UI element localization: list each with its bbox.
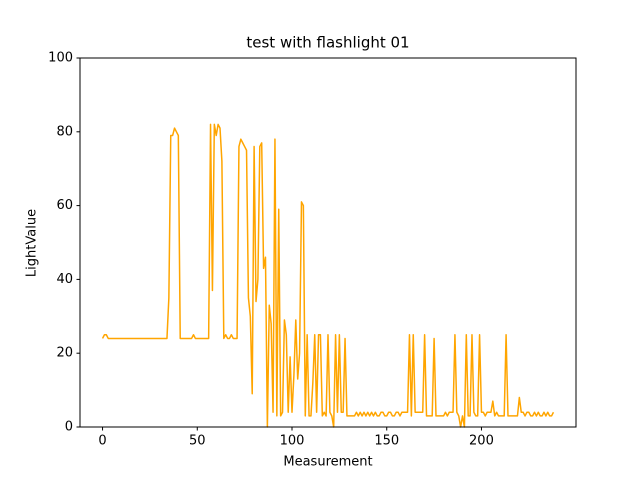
plot-frame: [79, 57, 577, 428]
chart-title: test with flashlight 01: [246, 34, 409, 52]
y-tick-label: 60: [56, 198, 73, 213]
y-tick-label: 0: [65, 420, 73, 435]
y-tick-label: 80: [56, 124, 73, 139]
x-tick-label: 0: [98, 434, 106, 449]
x-axis-label: Measurement: [283, 455, 372, 470]
x-tick-label: 150: [374, 434, 399, 449]
x-tick-label: 200: [469, 434, 494, 449]
y-axis-label: LightValue: [25, 209, 40, 277]
data-line: [101, 123, 555, 428]
y-tick-label: 40: [56, 272, 73, 287]
y-tick-label: 20: [56, 346, 73, 361]
x-tick-label: 50: [189, 434, 206, 449]
y-tick-label: 100: [48, 51, 73, 66]
x-tick-label: 100: [280, 434, 305, 449]
